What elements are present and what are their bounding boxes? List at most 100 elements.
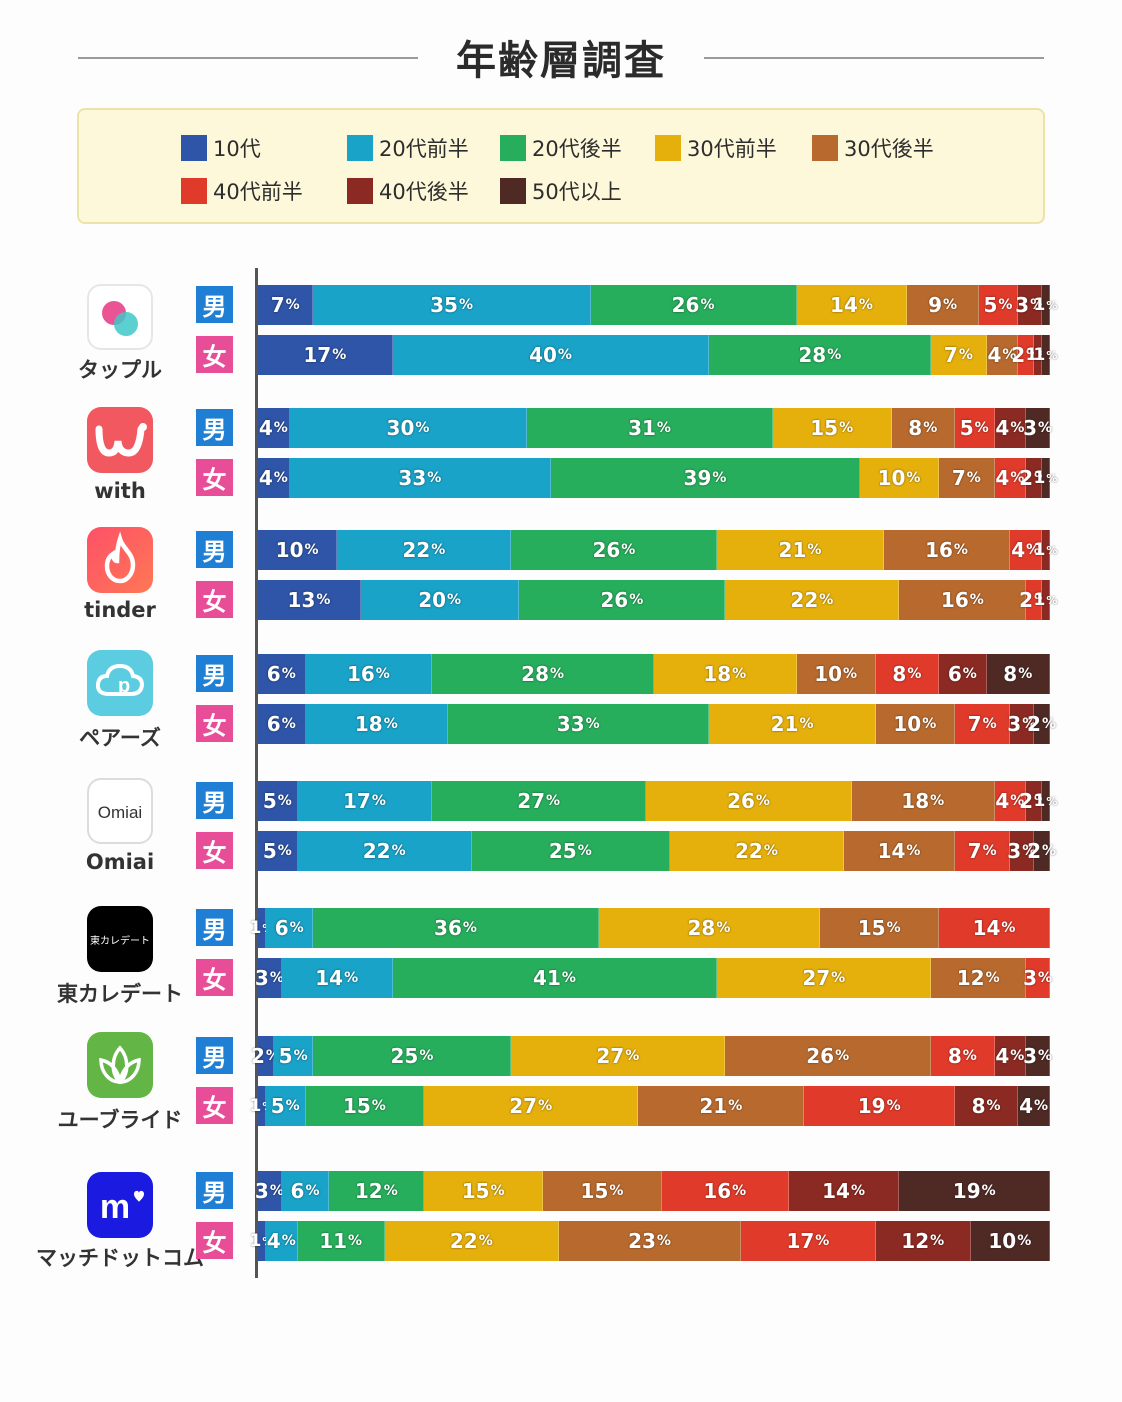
data-label: 33 [398, 466, 427, 490]
data-label: 12 [901, 1229, 930, 1253]
percent-sign: % [427, 470, 442, 486]
data-label: 5 [262, 839, 277, 863]
data-label: 15 [810, 416, 839, 440]
legend-label: 30代後半 [844, 137, 934, 161]
data-label: 7 [943, 343, 958, 367]
bar-segment: 1% [1034, 285, 1057, 325]
bar-segment: 18% [851, 781, 995, 821]
percent-sign: % [858, 297, 873, 313]
bar-segment: 7% [954, 704, 1011, 744]
bar-segment: 15% [820, 908, 940, 948]
data-label: 2 [1011, 343, 1026, 367]
legend-swatch [655, 135, 681, 161]
legend-item: 10代 [181, 134, 261, 162]
legend-item: 40代後半 [347, 177, 469, 205]
bar-segment: 12% [875, 1221, 971, 1261]
percent-sign: % [332, 347, 347, 363]
data-label: 6 [290, 1179, 305, 1203]
percent-sign: % [415, 420, 430, 436]
bar-segment: 21% [709, 704, 876, 744]
data-label: 26 [727, 789, 755, 813]
bar-segment: 9% [907, 285, 979, 325]
data-label: 3 [1023, 1044, 1038, 1068]
tapple-icon [87, 284, 153, 350]
data-label: 16 [925, 538, 953, 562]
data-label: 16 [703, 1179, 732, 1203]
data-label: 35 [430, 293, 458, 317]
data-label: 31 [628, 416, 656, 440]
bar-segment: 6% [258, 704, 306, 744]
bar-segment: 35% [313, 285, 591, 325]
data-label: 8 [892, 662, 907, 686]
percent-sign: % [1041, 843, 1057, 859]
data-label: 22 [449, 1229, 478, 1253]
data-label: 5 [278, 1044, 293, 1068]
data-label: 22 [402, 538, 431, 562]
bar-segment: 6% [258, 654, 306, 694]
data-label: 36 [434, 916, 462, 940]
bar-segment: 1% [250, 1086, 273, 1126]
percent-sign: % [538, 1098, 553, 1114]
bar-segment: 4% [994, 458, 1027, 498]
bar-segment: 2% [1027, 831, 1056, 871]
percent-sign: % [305, 1183, 320, 1199]
data-label: 27 [517, 789, 546, 813]
svg-text:東カレデート: 東カレデート [90, 934, 150, 947]
data-label: 16 [346, 662, 375, 686]
bar-segment: 23% [558, 1221, 742, 1261]
data-label: 2 [1019, 789, 1034, 813]
bar-segment: 25% [313, 1036, 512, 1076]
data-label: 3 [1023, 966, 1038, 990]
bar-segment: 2% [251, 1036, 280, 1076]
data-label: 22 [735, 839, 763, 863]
legend-swatch [812, 135, 838, 161]
legend-item: 30代前半 [655, 134, 777, 162]
percent-sign: % [1022, 843, 1037, 859]
data-label: 3 [1015, 293, 1030, 317]
stacked-bar: 7% 35% 26% 14% 9% 5% 3% 1% [258, 285, 1057, 325]
percent-sign: % [1018, 666, 1033, 682]
bar-segment: 4% [994, 1036, 1027, 1076]
bar-segment: 22% [337, 530, 512, 570]
bar-segment: 26% [646, 781, 852, 821]
percent-sign: % [316, 592, 331, 608]
bar-segment: 4% [258, 458, 290, 498]
percent-sign: % [728, 1098, 743, 1114]
data-label: 1 [1033, 540, 1046, 560]
percent-sign: % [478, 1233, 493, 1249]
data-label: 6 [266, 712, 281, 736]
legend-swatch [181, 178, 207, 204]
data-label: 11 [319, 1229, 348, 1253]
percent-sign: % [277, 793, 292, 809]
bar-segment: 5% [265, 1086, 306, 1126]
gender-label-male: 男 [196, 655, 233, 692]
stacked-bar: 6% 18% 33% 21% 10% 7% 3% 2% [258, 704, 1056, 744]
bar-segment: 22% [725, 580, 900, 620]
legend: 10代 20代前半 20代後半 30代前半 30代後半 40代前半 40代後半 50代以上 [77, 108, 1045, 224]
bar-segment: 4% [994, 781, 1027, 821]
bar-segment: 4% [1018, 1086, 1050, 1126]
percent-sign: % [629, 592, 644, 608]
data-label: 28 [521, 662, 550, 686]
bar-segment: 8% [931, 1036, 995, 1076]
bar-segment: 28% [432, 654, 654, 694]
data-label: 8 [947, 1044, 962, 1068]
percent-sign: % [985, 970, 1000, 986]
percent-sign: % [700, 297, 715, 313]
percent-sign: % [281, 666, 296, 682]
data-label: 6 [274, 916, 289, 940]
percent-sign: % [906, 843, 921, 859]
data-label: 2 [1027, 712, 1041, 736]
bar-segment: 17% [258, 335, 393, 375]
data-label: 16 [940, 588, 969, 612]
percent-sign: % [716, 920, 731, 936]
data-label: 4 [1019, 1094, 1034, 1118]
bar-segment: 3% [255, 1171, 284, 1211]
app-name-label: tinder [84, 598, 156, 622]
bar-segment: 40% [392, 335, 710, 375]
percent-sign: % [281, 716, 296, 732]
data-label: 4 [995, 466, 1010, 490]
data-label: 12 [354, 1179, 383, 1203]
data-label: 28 [798, 343, 827, 367]
bar-segment: 5% [954, 408, 995, 448]
